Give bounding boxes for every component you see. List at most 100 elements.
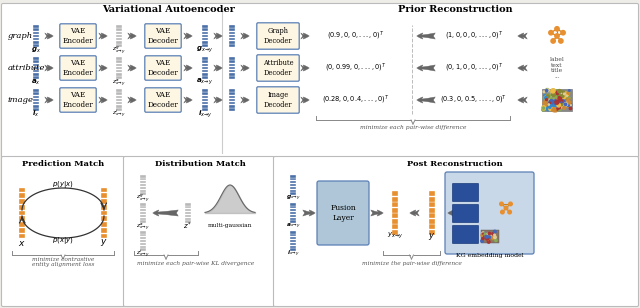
Text: $(0,1,0,0,...,0)^T$: $(0,1,0,0,...,0)^T$ [445,62,503,74]
Circle shape [486,237,488,239]
FancyBboxPatch shape [452,184,479,201]
Bar [290,231,296,233]
Circle shape [563,107,566,109]
Circle shape [486,233,489,236]
Circle shape [557,103,561,107]
FancyBboxPatch shape [1,3,639,157]
Bar [116,63,122,66]
Bar [33,95,39,98]
Circle shape [543,107,545,109]
Text: $z^a_{x\!\to\!y}$: $z^a_{x\!\to\!y}$ [136,221,150,232]
Circle shape [557,99,559,100]
Text: $(0.3,0,0.5,....,0)^T$: $(0.3,0,0.5,....,0)^T$ [440,94,508,106]
Bar [290,192,296,195]
Bar [33,44,39,47]
Bar [116,35,122,37]
Bar [392,230,398,234]
Circle shape [561,102,562,103]
Circle shape [544,95,545,96]
Circle shape [566,102,570,105]
Bar [116,70,122,72]
Bar [116,60,122,63]
Bar [202,89,208,92]
Circle shape [547,109,549,111]
Bar [290,209,296,211]
Bar [202,35,208,37]
Circle shape [547,89,550,92]
Bar [202,31,208,34]
Bar [542,89,572,111]
Circle shape [494,237,495,238]
Circle shape [568,101,571,104]
Bar [229,31,235,34]
Circle shape [552,89,556,94]
Circle shape [549,99,553,103]
Circle shape [553,100,557,104]
Circle shape [564,106,566,108]
Text: $p(y|x)$: $p(y|x)$ [52,179,74,189]
Bar [202,67,208,69]
Bar [392,202,398,207]
Circle shape [564,103,566,106]
Bar [229,92,235,95]
Bar [290,215,296,217]
Bar [19,217,25,221]
Bar [116,99,122,101]
FancyBboxPatch shape [452,225,479,244]
Bar [229,89,235,92]
Bar [229,73,235,75]
Bar [19,222,25,227]
Bar [33,92,39,95]
Bar [429,208,435,213]
Text: KG embedding model: KG embedding model [456,253,524,258]
Text: $\boldsymbol{g}_x$: $\boldsymbol{g}_x$ [31,45,41,55]
Bar [33,108,39,111]
Text: minimize each pair-wise KL divergence: minimize each pair-wise KL divergence [138,261,255,266]
Circle shape [547,107,550,111]
Circle shape [558,107,561,111]
Circle shape [554,103,558,108]
Bar [290,184,296,186]
Text: $\boldsymbol{a}_{x\!\to\!y}$: $\boldsymbol{a}_{x\!\to\!y}$ [196,77,214,87]
FancyBboxPatch shape [257,87,300,113]
Circle shape [563,103,567,106]
Bar [290,221,296,223]
Bar [33,70,39,72]
Circle shape [559,95,563,99]
Bar [202,99,208,101]
Bar [229,70,235,72]
Circle shape [486,238,489,240]
Bar [33,102,39,104]
Circle shape [545,97,547,99]
Circle shape [543,97,545,99]
Text: VAE
Encoder: VAE Encoder [63,27,93,45]
Bar [202,105,208,107]
Text: minimize each pair-wise difference: minimize each pair-wise difference [360,124,466,129]
Bar [185,203,191,206]
Bar [229,28,235,31]
Text: Attribute
Decoder: Attribute Decoder [262,59,293,77]
Bar [229,67,235,69]
Bar [19,205,25,209]
Circle shape [482,232,484,235]
Circle shape [494,234,495,236]
Circle shape [557,90,561,93]
Bar [229,38,235,40]
Circle shape [567,92,568,94]
Bar [116,28,122,31]
Bar [140,184,146,186]
Circle shape [560,100,563,103]
Text: $z^a_{x\!\to\!y}$: $z^a_{x\!\to\!y}$ [112,76,126,87]
Bar [140,175,146,178]
Bar [202,95,208,98]
Text: $\boldsymbol{i}_{x\!\to\!y}$: $\boldsymbol{i}_{x\!\to\!y}$ [198,108,212,120]
Bar [392,197,398,201]
Bar [202,38,208,40]
Circle shape [561,95,564,97]
Circle shape [482,237,484,240]
Text: $\boldsymbol{g}_{x\!\to\!y}$: $\boldsymbol{g}_{x\!\to\!y}$ [196,45,214,55]
FancyBboxPatch shape [60,56,96,80]
Bar [290,206,296,209]
Bar [185,217,191,220]
Bar [140,245,146,248]
